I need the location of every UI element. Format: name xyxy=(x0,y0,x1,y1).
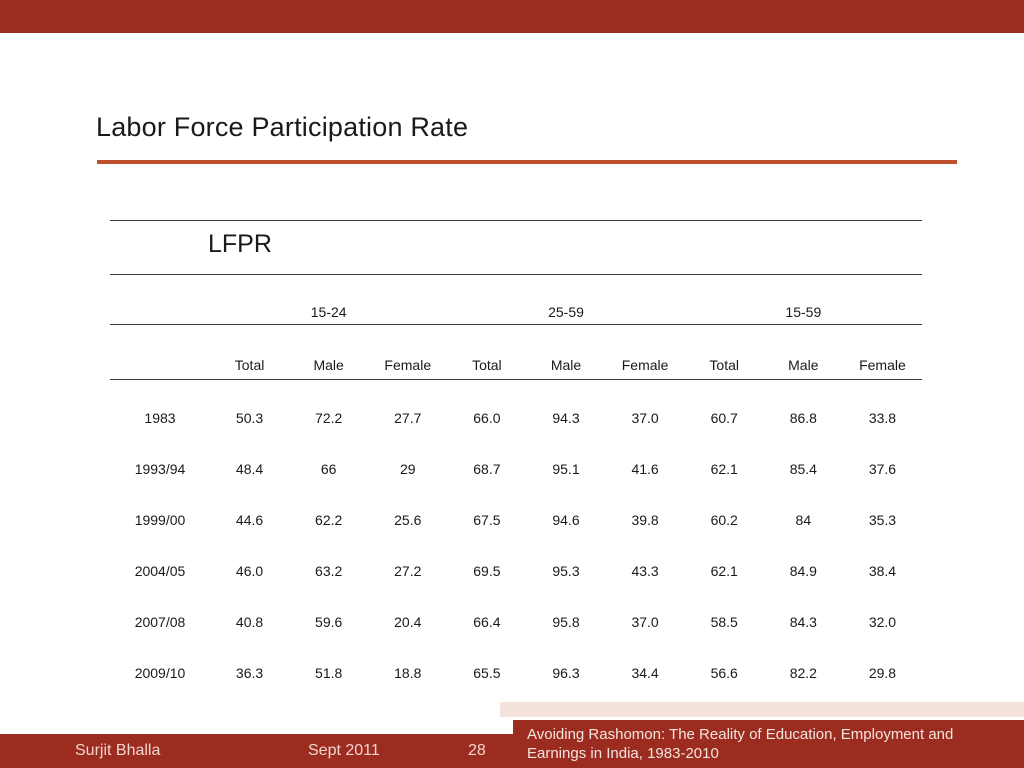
value-cell: 94.6 xyxy=(552,512,580,528)
column-header: Female xyxy=(368,324,448,380)
age-group-header-row: 15-24 25-59 15-59 xyxy=(110,274,922,325)
value-cell: 35.3 xyxy=(868,512,897,528)
value-cell: 66 xyxy=(320,461,337,477)
value-cell: 56.6 xyxy=(710,665,738,681)
table-row: 1983 50.3 72.2 27.7 66.0 94.3 37.0 60.7 … xyxy=(110,380,922,432)
year-cell: 1983 xyxy=(144,410,176,426)
table-caption-row: LFPR xyxy=(110,220,922,275)
value-cell: 39.8 xyxy=(631,512,659,528)
value-cell: 95.1 xyxy=(552,461,580,477)
value-cell: 72.2 xyxy=(315,410,343,426)
column-header: Male xyxy=(526,324,606,380)
value-cell: 32.0 xyxy=(868,614,897,630)
top-accent-bar xyxy=(0,0,1024,33)
value-cell: 27.7 xyxy=(394,410,422,426)
value-cell: 27.2 xyxy=(394,563,422,579)
column-header: Total xyxy=(447,324,527,380)
value-cell: 62.1 xyxy=(710,461,738,477)
value-cell: 37.0 xyxy=(631,614,659,630)
value-cell: 29 xyxy=(399,461,416,477)
value-cell: 50.3 xyxy=(235,410,264,426)
value-cell: 85.4 xyxy=(789,461,817,477)
year-cell: 1999/00 xyxy=(134,512,186,528)
value-cell: 58.5 xyxy=(710,614,738,630)
value-cell: 68.7 xyxy=(473,461,501,477)
value-cell: 65.5 xyxy=(473,665,501,681)
value-cell: 84 xyxy=(795,512,812,528)
value-cell: 38.4 xyxy=(868,563,897,579)
value-cell: 95.8 xyxy=(552,614,580,630)
value-cell: 43.3 xyxy=(631,563,659,579)
lfpr-table: LFPR 15-24 25-59 15-59 Total Male Female… xyxy=(110,220,922,686)
value-cell: 63.2 xyxy=(315,563,343,579)
value-cell: 94.3 xyxy=(552,410,580,426)
column-header: Male xyxy=(289,324,369,380)
value-cell: 51.8 xyxy=(315,665,343,681)
footer-date: Sept 2011 xyxy=(308,742,380,759)
value-cell: 96.3 xyxy=(552,665,580,681)
value-cell: 84.9 xyxy=(789,563,817,579)
empty-cell xyxy=(110,324,210,380)
column-header: Total xyxy=(684,324,764,380)
table-row: 1993/94 48.4 66 29 68.7 95.1 41.6 62.1 8… xyxy=(110,431,922,482)
value-cell: 66.0 xyxy=(473,410,501,426)
table-row: 1999/00 44.6 62.2 25.6 67.5 94.6 39.8 60… xyxy=(110,482,922,533)
value-cell: 40.8 xyxy=(235,614,264,630)
value-cell: 46.0 xyxy=(235,563,264,579)
value-cell: 67.5 xyxy=(473,512,501,528)
value-cell: 18.8 xyxy=(394,665,422,681)
table-row: 2007/08 40.8 59.6 20.4 66.4 95.8 37.0 58… xyxy=(110,584,922,635)
value-cell: 95.3 xyxy=(552,563,580,579)
table-row: 2004/05 46.0 63.2 27.2 69.5 95.3 43.3 62… xyxy=(110,533,922,584)
value-cell: 44.6 xyxy=(235,512,264,528)
citation-box: Avoiding Rashomon: The Reality of Educat… xyxy=(513,720,1024,768)
column-header: Total xyxy=(210,324,290,380)
value-cell: 69.5 xyxy=(473,563,501,579)
age-group-15-24: 15-24 xyxy=(210,274,448,325)
value-cell: 34.4 xyxy=(631,665,659,681)
age-group-15-59: 15-59 xyxy=(684,274,922,325)
value-cell: 60.7 xyxy=(710,410,738,426)
page-title: Labor Force Participation Rate xyxy=(96,112,469,142)
value-cell: 41.6 xyxy=(631,461,659,477)
year-cell: 2009/10 xyxy=(134,665,186,681)
value-cell: 59.6 xyxy=(315,614,343,630)
title-underline-rule xyxy=(97,160,957,164)
value-cell: 33.8 xyxy=(868,410,897,426)
year-cell: 1993/94 xyxy=(134,461,186,477)
value-cell: 37.6 xyxy=(868,461,897,477)
page-number: 28 xyxy=(468,742,486,759)
column-header: Female xyxy=(842,324,922,380)
value-cell: 60.2 xyxy=(710,512,738,528)
value-cell: 62.1 xyxy=(710,563,738,579)
year-cell: 2007/08 xyxy=(134,614,186,630)
value-cell: 29.8 xyxy=(868,665,897,681)
table-caption: LFPR xyxy=(110,220,922,275)
value-cell: 82.2 xyxy=(789,665,817,681)
empty-cell xyxy=(110,274,210,325)
value-cell: 48.4 xyxy=(235,461,264,477)
value-cell: 84.3 xyxy=(789,614,817,630)
column-header: Male xyxy=(763,324,843,380)
value-cell: 66.4 xyxy=(473,614,501,630)
footer-highlight-band xyxy=(500,702,1024,717)
column-header-row: Total Male Female Total Male Female Tota… xyxy=(110,324,922,380)
value-cell: 62.2 xyxy=(315,512,343,528)
column-header: Female xyxy=(605,324,685,380)
value-cell: 36.3 xyxy=(235,665,264,681)
year-cell: 2004/05 xyxy=(134,563,186,579)
value-cell: 86.8 xyxy=(789,410,817,426)
table-row: 2009/10 36.3 51.8 18.8 65.5 96.3 34.4 56… xyxy=(110,635,922,686)
value-cell: 20.4 xyxy=(394,614,422,630)
citation-text: Avoiding Rashomon: The Reality of Educat… xyxy=(527,726,954,762)
value-cell: 37.0 xyxy=(631,410,659,426)
age-group-25-59: 25-59 xyxy=(447,274,685,325)
value-cell: 25.6 xyxy=(394,512,422,528)
footer-author: Surjit Bhalla xyxy=(75,742,161,759)
